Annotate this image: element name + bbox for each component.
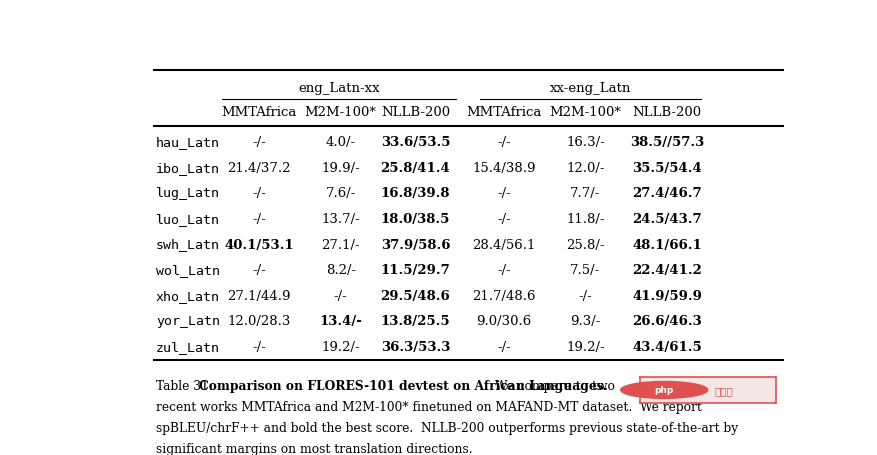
Text: 43.4/61.5: 43.4/61.5 [632, 340, 702, 353]
Text: zul_Latn: zul_Latn [156, 340, 220, 353]
Text: MMTAfrica: MMTAfrica [467, 106, 541, 119]
Text: luo_Latn: luo_Latn [156, 212, 220, 225]
Text: 9.3/-: 9.3/- [570, 315, 601, 328]
Text: -/-: -/- [497, 187, 510, 200]
Text: NLLB-200: NLLB-200 [381, 106, 450, 119]
Text: 19.2/-: 19.2/- [566, 340, 605, 353]
Text: 16.3/-: 16.3/- [566, 136, 605, 149]
Text: 27.1/44.9: 27.1/44.9 [227, 289, 291, 302]
Text: 4.0/-: 4.0/- [325, 136, 356, 149]
Text: 37.9/58.6: 37.9/58.6 [381, 238, 450, 251]
Text: spBLEU/chrF++ and bold the best score.  NLLB-200 outperforms previous state-of-t: spBLEU/chrF++ and bold the best score. N… [156, 421, 738, 435]
Text: swh_Latn: swh_Latn [156, 238, 220, 251]
Text: yor_Latn: yor_Latn [156, 315, 220, 328]
Text: 24.5/43.7: 24.5/43.7 [632, 212, 702, 225]
Text: MMTAfrica: MMTAfrica [222, 106, 296, 119]
Text: 33.6/53.5: 33.6/53.5 [381, 136, 450, 149]
Text: 12.0/28.3: 12.0/28.3 [227, 315, 291, 328]
Text: -/-: -/- [334, 289, 347, 302]
Text: 25.8/41.4: 25.8/41.4 [381, 161, 451, 174]
Text: -/-: -/- [253, 340, 266, 353]
Text: Comparison on FLORES-101 devtest on African Languages.: Comparison on FLORES-101 devtest on Afri… [199, 379, 608, 392]
Text: 11.8/-: 11.8/- [567, 212, 604, 225]
Text: 13.4/-: 13.4/- [319, 315, 362, 328]
Text: 22.4/41.2: 22.4/41.2 [632, 263, 702, 277]
Text: 28.4/56.1: 28.4/56.1 [472, 238, 536, 251]
Text: 13.8/25.5: 13.8/25.5 [381, 315, 450, 328]
Text: 27.1/-: 27.1/- [321, 238, 360, 251]
Text: 7.7/-: 7.7/- [570, 187, 601, 200]
Text: significant margins on most translation directions.: significant margins on most translation … [156, 442, 473, 455]
Text: 21.4/37.2: 21.4/37.2 [227, 161, 291, 174]
Text: 29.5/48.6: 29.5/48.6 [381, 289, 451, 302]
Text: ibo_Latn: ibo_Latn [156, 161, 220, 174]
Text: -/-: -/- [497, 136, 510, 149]
Text: -/-: -/- [497, 263, 510, 277]
Text: 40.1/53.1: 40.1/53.1 [225, 238, 294, 251]
Text: -/-: -/- [497, 340, 510, 353]
Text: wol_Latn: wol_Latn [156, 263, 220, 277]
Text: 27.4/46.7: 27.4/46.7 [632, 187, 702, 200]
Text: 12.0/-: 12.0/- [567, 161, 604, 174]
Text: 11.5/29.7: 11.5/29.7 [381, 263, 451, 277]
Text: 16.8/39.8: 16.8/39.8 [381, 187, 450, 200]
Text: 38.5//57.3: 38.5//57.3 [630, 136, 704, 149]
Text: 48.1/66.1: 48.1/66.1 [632, 238, 702, 251]
Text: recent works MMTAfrica and M2M-100* finetuned on MAFAND-MT dataset.  We report: recent works MMTAfrica and M2M-100* fine… [156, 400, 702, 413]
Text: 36.3/53.3: 36.3/53.3 [381, 340, 450, 353]
Text: 9.0/30.6: 9.0/30.6 [476, 315, 531, 328]
Text: 7.6/-: 7.6/- [325, 187, 356, 200]
Text: 7.5/-: 7.5/- [570, 263, 601, 277]
Text: xx-eng_Latn: xx-eng_Latn [550, 81, 631, 94]
Text: 18.0/38.5: 18.0/38.5 [381, 212, 450, 225]
Text: -/-: -/- [253, 212, 266, 225]
Text: 13.7/-: 13.7/- [321, 212, 360, 225]
Text: 35.5/54.4: 35.5/54.4 [632, 161, 702, 174]
Text: lug_Latn: lug_Latn [156, 187, 220, 200]
Text: -/-: -/- [579, 289, 592, 302]
Text: 26.6/46.3: 26.6/46.3 [632, 315, 702, 328]
Text: -/-: -/- [253, 136, 266, 149]
Text: 41.9/59.9: 41.9/59.9 [632, 289, 702, 302]
Text: 15.4/38.9: 15.4/38.9 [472, 161, 536, 174]
Text: NLLB-200: NLLB-200 [632, 106, 702, 119]
Text: eng_Latn-xx: eng_Latn-xx [298, 81, 380, 94]
Text: M2M-100*: M2M-100* [305, 106, 376, 119]
Text: Table 31:: Table 31: [156, 379, 217, 392]
Text: We compare to two: We compare to two [491, 379, 615, 392]
Text: 8.2/-: 8.2/- [325, 263, 356, 277]
Text: 25.8/-: 25.8/- [567, 238, 604, 251]
Text: M2M-100*: M2M-100* [550, 106, 621, 119]
Text: 19.9/-: 19.9/- [321, 161, 360, 174]
Text: -/-: -/- [497, 212, 510, 225]
Text: hau_Latn: hau_Latn [156, 136, 220, 149]
Text: -/-: -/- [253, 263, 266, 277]
Text: xho_Latn: xho_Latn [156, 289, 220, 302]
Text: 21.7/48.6: 21.7/48.6 [472, 289, 536, 302]
Text: -/-: -/- [253, 187, 266, 200]
Text: 19.2/-: 19.2/- [321, 340, 360, 353]
